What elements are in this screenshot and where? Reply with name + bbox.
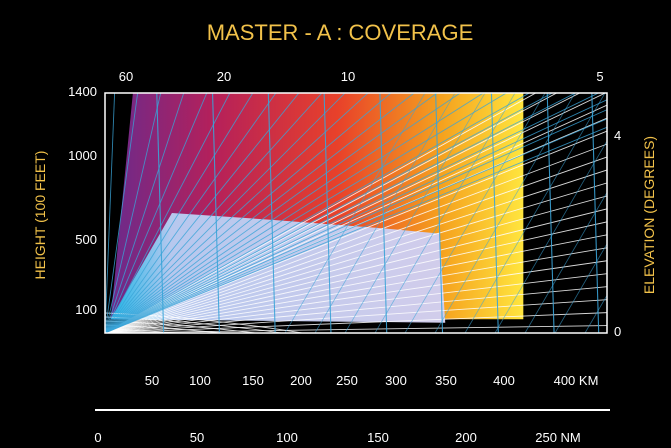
range-ray	[105, 93, 346, 333]
elevation-ray	[105, 273, 607, 333]
curvature-line	[105, 332, 116, 333]
lattice-line	[344, 93, 486, 333]
elevation-ray	[105, 312, 607, 333]
elevation-ray	[105, 247, 607, 333]
grid-lines	[105, 93, 607, 333]
elevation-ray	[105, 156, 607, 333]
curvature-line	[105, 316, 285, 333]
plot-border	[104, 92, 608, 334]
range-ray	[105, 93, 600, 333]
range-mark	[591, 93, 600, 333]
right-tick-label: 4	[614, 128, 621, 143]
curvature-line	[105, 324, 227, 333]
nm-tick-label: 250 NM	[535, 430, 581, 445]
left-tick-label: 1000	[68, 148, 97, 163]
y-axis-left-label: HEIGHT (100 FEET)	[32, 151, 48, 280]
lattice-line	[374, 93, 516, 333]
curvature-line	[105, 312, 306, 333]
elevation-ray	[105, 208, 607, 333]
lattice-line	[284, 93, 426, 333]
y-axis-right-label: ELEVATION (DEGREES)	[641, 136, 657, 294]
elevation-ray	[105, 195, 607, 333]
range-ray	[105, 93, 208, 333]
right-tick-label: 0	[614, 324, 621, 339]
range-ray	[105, 93, 254, 333]
range-mark	[435, 93, 444, 333]
curvature-line	[105, 328, 183, 333]
range-ray	[105, 93, 139, 333]
nm-tick-label: 0	[94, 430, 101, 445]
km-tick-label: 100	[189, 373, 211, 388]
range-ray	[105, 93, 554, 333]
elevation-ray	[105, 286, 607, 333]
range-ray	[105, 118, 607, 333]
range-ray	[105, 93, 485, 333]
range-ray	[105, 126, 607, 333]
range-ray	[105, 93, 392, 333]
km-tick-label: 400 KM	[554, 373, 599, 388]
range-ray	[105, 99, 607, 333]
km-tick-label: 300	[385, 373, 407, 388]
lattice-line	[554, 243, 607, 333]
range-ray	[105, 93, 116, 333]
top-tick-label: 5	[596, 69, 603, 84]
elevation-ray	[105, 130, 607, 333]
nm-tick-label: 100	[276, 430, 298, 445]
plot-frame	[95, 92, 610, 411]
range-ray	[105, 93, 462, 333]
range-ray	[105, 109, 607, 333]
top-tick-label: 10	[341, 69, 355, 84]
lattice-line	[494, 140, 607, 333]
range-ray	[105, 93, 323, 333]
range-mark	[546, 93, 555, 333]
left-tick-label: 1400	[68, 84, 97, 99]
chart-title: MASTER - A : COVERAGE	[207, 20, 474, 45]
elevation-ray	[105, 93, 537, 333]
elevation-ray	[105, 260, 607, 333]
elevation-ray	[105, 143, 607, 333]
range-mark	[323, 93, 332, 333]
range-ray	[105, 93, 415, 333]
lattice-line	[404, 93, 546, 333]
range-mark	[156, 93, 165, 333]
range-mark	[267, 93, 276, 333]
elevation-ray	[105, 104, 607, 333]
range-mark	[379, 93, 388, 333]
km-tick-label: 200	[290, 373, 312, 388]
lattice-line	[314, 93, 456, 333]
left-tick-label: 500	[75, 232, 97, 247]
elevation-ray	[105, 182, 607, 333]
elevation-ray	[105, 325, 607, 333]
range-ray	[105, 93, 508, 333]
curvature-line	[105, 320, 260, 333]
left-tick-label: 100	[75, 302, 97, 317]
nm-tick-label: 50	[190, 430, 204, 445]
range-ray	[105, 93, 162, 333]
km-tick-label: 150	[242, 373, 264, 388]
nm-tick-label: 150	[367, 430, 389, 445]
range-ray	[105, 93, 300, 333]
lattice-line	[464, 93, 606, 333]
nm-tick-label: 200	[455, 430, 477, 445]
top-tick-label: 60	[119, 69, 133, 84]
range-mark	[212, 93, 220, 333]
top-tick-label: 20	[217, 69, 231, 84]
range-ray	[105, 93, 531, 333]
km-tick-label: 350	[435, 373, 457, 388]
range-ray	[105, 93, 369, 333]
range-ray	[105, 93, 577, 333]
km-tick-label: 400	[493, 373, 515, 388]
range-ray	[105, 93, 277, 333]
km-tick-label: 250	[336, 373, 358, 388]
lattice-line	[524, 191, 607, 333]
lattice-line	[434, 93, 576, 333]
range-ray	[105, 93, 185, 333]
elevation-ray	[105, 169, 607, 333]
elevation-ray	[105, 93, 607, 333]
elevation-ray	[105, 221, 607, 333]
km-tick-label: 50	[145, 373, 159, 388]
range-mark	[490, 93, 499, 333]
